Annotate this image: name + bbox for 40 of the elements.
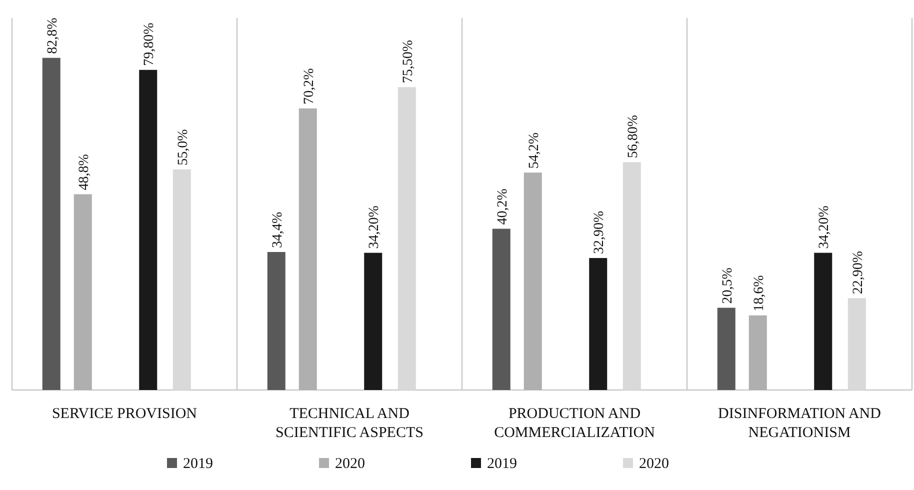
legend-label: 2019 [183, 456, 213, 472]
bar [364, 252, 382, 390]
legend-label: 2020 [335, 456, 365, 472]
bar [748, 315, 767, 390]
bar [139, 70, 158, 390]
bar [589, 258, 608, 390]
data-label: 22,90% [850, 250, 866, 294]
data-label: 48,8% [76, 154, 92, 190]
data-label: 79,80% [142, 22, 158, 66]
data-label: 70,2% [302, 68, 317, 104]
data-label: 34,20% [367, 205, 382, 249]
bar [398, 87, 416, 390]
data-label: 32,90% [592, 210, 608, 254]
legend-label: 2020 [639, 456, 669, 472]
bar [74, 194, 92, 390]
bar [267, 252, 286, 390]
data-label: 20,5% [720, 267, 736, 304]
bar [717, 308, 736, 390]
data-label: 18,6% [752, 274, 767, 312]
bar [622, 162, 641, 390]
bar [524, 172, 542, 390]
x-tick-label: SERVICE PROVISION [52, 406, 198, 422]
data-label: 54,2% [526, 132, 542, 169]
data-label: 56,80% [626, 114, 641, 158]
x-tick-label: TECHNICAL AND SCIENTIFIC ASPECTS [276, 406, 424, 441]
data-label: 40,2% [495, 188, 510, 225]
bar [848, 298, 866, 390]
data-label: 82,8% [45, 17, 60, 54]
data-label: 34,20% [817, 205, 832, 249]
data-label: 34,4% [270, 212, 286, 248]
bar [492, 228, 510, 390]
data-label: 75,50% [400, 40, 416, 84]
data-label: 55,0% [176, 128, 191, 166]
legend-label: 2019 [487, 456, 517, 472]
x-tick-label: PRODUCTION AND COMMERCIALIZATION [494, 406, 656, 441]
bar [172, 169, 191, 390]
bar [298, 108, 317, 390]
x-tick-label: DISINFORMATION AND NEGATIONISM [718, 406, 882, 441]
bar [814, 252, 832, 390]
bar [42, 58, 60, 390]
